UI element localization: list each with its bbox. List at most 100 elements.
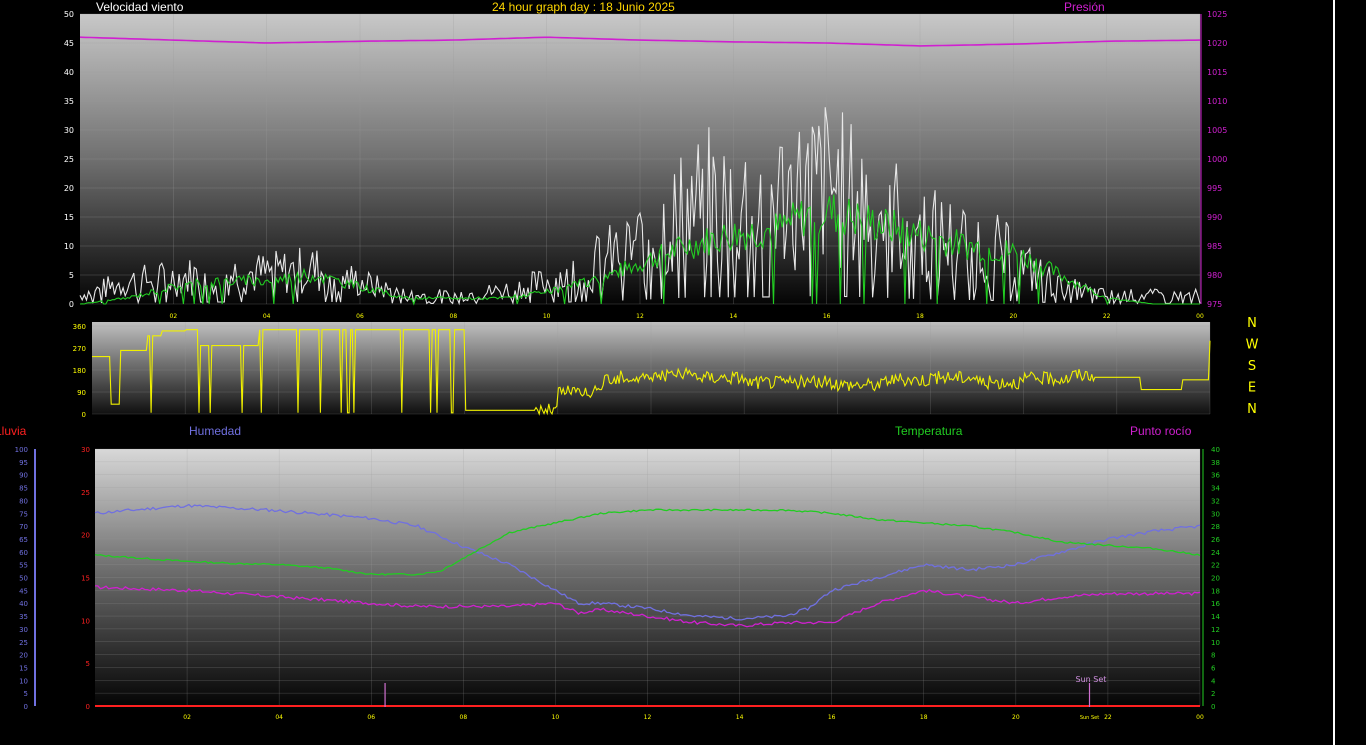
wind-y-tick: 50	[64, 10, 74, 19]
pressure-y-tick: 1000	[1207, 155, 1227, 164]
temperature-y-tick: 10	[1211, 639, 1220, 647]
pressure-y-tick: 995	[1207, 184, 1222, 193]
wind-gust-line	[79, 107, 1201, 306]
temphum-x-tick: 02	[183, 714, 191, 721]
humidity-y-tick: 55	[19, 562, 28, 570]
humidity-y-tick: 15	[19, 664, 28, 672]
humidity-y-tick: 0	[24, 703, 28, 711]
humidity-y-tick: 25	[19, 639, 28, 647]
temphum-x-tick: 04	[275, 714, 283, 721]
temperature-y-tick: 6	[1211, 664, 1216, 672]
temperature-y-tick: 26	[1211, 536, 1220, 544]
humidity-y-tick: 100	[15, 446, 28, 454]
temperature-y-tick: 4	[1211, 677, 1216, 685]
pressure-y-tick: 1025	[1207, 10, 1227, 19]
wind-x-tick: 12	[636, 313, 644, 320]
temperature-y-tick: 18	[1211, 587, 1220, 595]
rain-y-tick: 0	[86, 703, 90, 711]
temperature-y-tick: 22	[1211, 562, 1220, 570]
pressure-line	[79, 36, 1201, 47]
temperature-y-tick: 8	[1211, 652, 1215, 660]
wind-x-tick: 08	[450, 313, 458, 320]
temphum-x-tick: 20	[1012, 714, 1020, 721]
sunset-x-label: Sun Set	[1080, 715, 1099, 721]
direction-y-tick: 180	[73, 367, 86, 375]
sunset-label: Sun Set	[1076, 675, 1107, 684]
temphum-x-tick: 06	[367, 714, 375, 721]
temphum-x-tick: 18	[920, 714, 928, 721]
temperature-y-tick: 30	[1211, 510, 1220, 518]
temperature-y-tick: 36	[1211, 472, 1220, 480]
wind-y-tick: 15	[64, 213, 74, 222]
pressure-label: Presión	[1064, 0, 1105, 14]
window-border	[1333, 0, 1335, 745]
temperature-y-tick: 12	[1211, 626, 1220, 634]
temperature-y-tick: 34	[1211, 485, 1220, 493]
humidity-y-tick: 60	[19, 549, 28, 557]
pressure-y-tick: 1010	[1207, 97, 1227, 106]
wind-x-tick: 00	[1196, 313, 1204, 320]
temphum-x-tick: 22	[1104, 714, 1112, 721]
humidity-y-tick: 70	[19, 523, 28, 531]
humidity-line	[94, 503, 1201, 621]
humidity-y-tick: 35	[19, 613, 28, 621]
temperature-y-tick: 2	[1211, 690, 1215, 698]
temphum-x-tick: 12	[644, 714, 652, 721]
wind-x-tick: 16	[823, 313, 831, 320]
temperature-y-tick: 24	[1211, 549, 1220, 557]
pressure-y-tick: 1020	[1207, 39, 1227, 48]
temperature-y-tick: 0	[1211, 703, 1215, 711]
humidity-y-tick: 45	[19, 587, 28, 595]
temperature-label: Temperatura	[895, 424, 963, 438]
humidity-y-tick: 30	[19, 626, 28, 634]
direction-line	[92, 329, 1211, 416]
humidity-y-tick: 10	[19, 677, 28, 685]
wind-speed-label: Velocidad viento	[96, 0, 184, 14]
pressure-y-tick: 980	[1207, 271, 1222, 280]
wind-y-tick: 20	[64, 184, 74, 193]
rain-y-tick: 20	[81, 532, 90, 540]
temperature-y-tick: 20	[1211, 575, 1220, 583]
temperature-line	[94, 508, 1201, 576]
temphum-x-tick: 14	[736, 714, 744, 721]
direction-y-tick: 0	[82, 411, 86, 419]
rain-label: Lluvia	[0, 424, 27, 438]
wind-y-tick: 40	[64, 68, 74, 77]
humidity-y-tick: 5	[24, 690, 28, 698]
temphum-x-tick: 08	[460, 714, 468, 721]
wind-x-tick: 22	[1103, 313, 1111, 320]
wind-x-tick: 14	[730, 313, 738, 320]
pressure-y-tick: 985	[1207, 242, 1222, 251]
compass-label-w: W	[1246, 338, 1259, 353]
humidity-y-tick: 90	[19, 472, 28, 480]
wind-y-tick: 5	[69, 271, 74, 280]
wind-y-tick: 10	[64, 242, 74, 251]
temphum-x-tick: 16	[828, 714, 836, 721]
pressure-y-tick: 1015	[1207, 68, 1227, 77]
wind-x-tick: 18	[916, 313, 924, 320]
rain-y-tick: 10	[81, 617, 90, 625]
dewpoint-label: Punto rocío	[1130, 424, 1192, 438]
humidity-y-tick: 75	[19, 510, 28, 518]
humidity-y-tick: 85	[19, 485, 28, 493]
wind-x-tick: 04	[263, 313, 271, 320]
humidity-y-tick: 20	[19, 652, 28, 660]
wind-y-tick: 25	[64, 155, 74, 164]
temperature-y-tick: 14	[1211, 613, 1220, 621]
rain-y-tick: 15	[81, 575, 90, 583]
chart-title: 24 hour graph day : 18 Junio 2025	[492, 0, 675, 14]
direction-y-tick: 270	[73, 345, 86, 353]
temperature-y-tick: 32	[1211, 497, 1220, 505]
rain-y-tick: 30	[81, 446, 90, 454]
compass-label-s: S	[1248, 359, 1256, 374]
wind-x-tick: 06	[356, 313, 364, 320]
pressure-y-tick: 975	[1207, 300, 1222, 309]
humidity-label: Humedad	[189, 424, 242, 438]
wind-avg-line	[79, 194, 1200, 306]
rain-y-tick: 5	[86, 660, 90, 668]
pressure-y-tick: 1005	[1207, 126, 1227, 135]
compass-label-n: N	[1247, 316, 1257, 331]
wind-x-tick: 10	[543, 313, 551, 320]
humidity-y-tick: 95	[19, 459, 28, 467]
temphum-x-tick: 00	[1196, 714, 1204, 721]
